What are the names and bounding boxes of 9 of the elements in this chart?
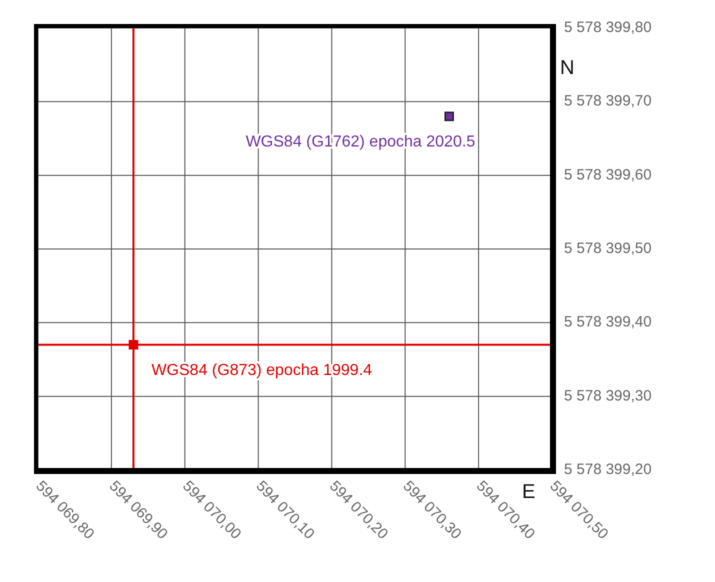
x-axis-title: E (522, 481, 536, 503)
y-tick-label: 5 578 399,30 (564, 387, 652, 404)
y-axis-title: N (560, 57, 574, 79)
y-tick-label: 5 578 399,70 (564, 92, 652, 110)
y-tick-label: 5 578 399,50 (564, 240, 652, 257)
y-tick-label: 5 578 399,20 (564, 460, 652, 478)
y-tick-label: 5 578 399,60 (564, 166, 652, 184)
y-tick-label: 5 578 399,40 (564, 314, 652, 331)
y-tick-label: 5 578 399,80 (564, 18, 652, 36)
